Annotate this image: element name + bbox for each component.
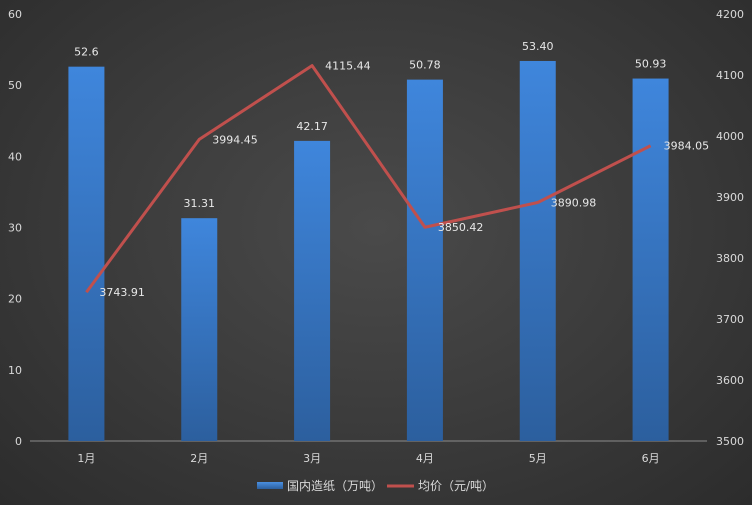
left-axis-tick-label: 50 — [8, 79, 22, 92]
x-axis-tick-label: 4月 — [416, 452, 434, 465]
line-data-label: 4115.44 — [325, 60, 371, 73]
x-axis-tick-label: 3月 — [303, 452, 321, 465]
legend-label-bar: 国内造纸（万吨） — [287, 479, 383, 493]
right-axis-tick-label: 4200 — [716, 8, 744, 21]
legend: 国内造纸（万吨） 均价（元/吨） — [257, 479, 494, 493]
left-axis-tick-label: 10 — [8, 364, 22, 377]
right-axis-tick-label: 3500 — [716, 435, 744, 448]
x-axis-tick-label: 1月 — [77, 452, 95, 465]
right-axis-tick-label: 3800 — [716, 252, 744, 265]
right-axis-tick-label: 3600 — [716, 374, 744, 387]
right-axis-tick-label: 3900 — [716, 191, 744, 204]
bar — [294, 140, 331, 441]
bar-series: 52.6 31.31 42.17 50.78 53.40 50.93 — [68, 40, 669, 442]
left-axis-tick-label: 30 — [8, 222, 22, 235]
bar — [406, 79, 443, 442]
x-axis-tick-label: 6月 — [642, 452, 660, 465]
line-series-path — [85, 64, 652, 294]
right-axis-tick-label: 3700 — [716, 313, 744, 326]
left-axis-tick-label: 60 — [8, 8, 22, 21]
line-data-label: 3743.91 — [99, 286, 144, 299]
line-data-label: 3994.45 — [212, 133, 258, 146]
legend-label-line: 均价（元/吨） — [418, 479, 494, 493]
x-axis-tick-label: 2月 — [190, 452, 208, 465]
line-data-label: 3890.98 — [551, 197, 597, 210]
left-axis-tick-label: 20 — [8, 293, 22, 306]
right-axis-ticks: 3500 3600 3700 3800 3900 4000 4100 4200 — [716, 8, 744, 448]
bar — [68, 66, 105, 441]
bar-data-label: 53.40 — [522, 40, 554, 53]
bar-data-label: 31.31 — [184, 197, 216, 210]
bar — [632, 78, 669, 442]
bar-data-label: 42.17 — [296, 120, 328, 133]
left-axis-ticks: 0 10 20 30 40 50 60 — [8, 8, 22, 448]
x-axis-ticks: 1月 2月 3月 4月 5月 6月 — [77, 452, 659, 465]
x-axis-tick-label: 5月 — [529, 452, 547, 465]
legend-swatch-bar — [257, 482, 283, 489]
left-axis-tick-label: 40 — [8, 150, 22, 163]
line-data-label: 3984.05 — [664, 140, 710, 153]
right-axis-tick-label: 4100 — [716, 69, 744, 82]
right-axis-tick-label: 4000 — [716, 130, 744, 143]
bar-data-label: 52.6 — [74, 46, 99, 59]
line-series: 3743.91 3994.45 4115.44 3850.42 3890.98 3984.… — [85, 60, 710, 299]
bar-data-label: 50.78 — [409, 59, 441, 72]
bar-data-label: 50.93 — [635, 58, 667, 71]
bar — [181, 218, 218, 441]
bar — [519, 60, 556, 441]
line-data-label: 3850.42 — [438, 221, 484, 234]
left-axis-tick-label: 0 — [15, 435, 22, 448]
